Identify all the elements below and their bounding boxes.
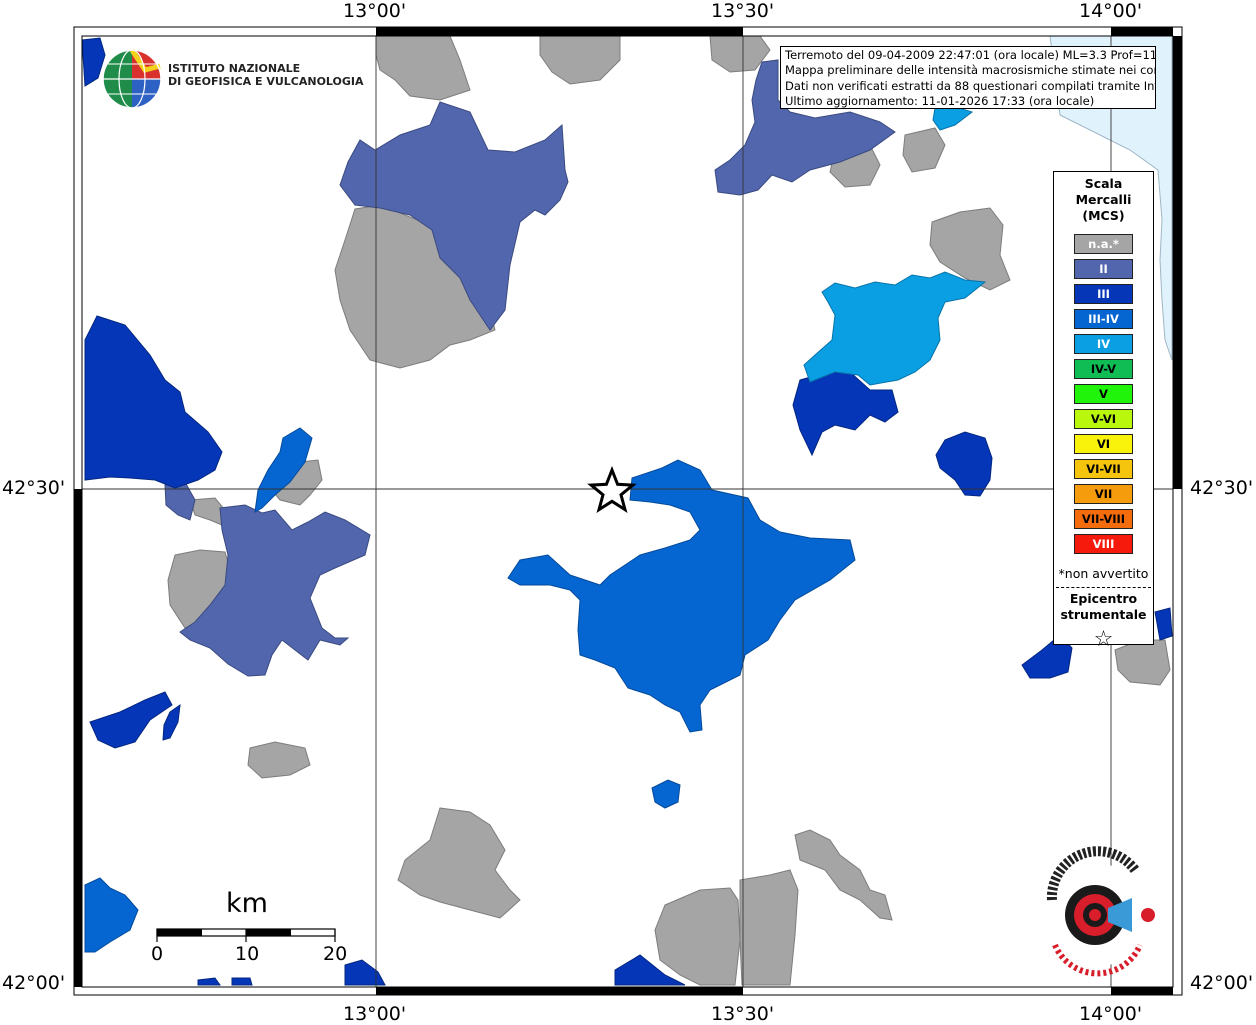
ingv-line-2: DI GEOFISICA E VULCANOLOGIA (168, 75, 364, 88)
legend-item-v-vi: V-VI (1074, 409, 1133, 429)
municipalities-intensity-III-IV (84, 427, 856, 953)
lon-tick-bottom-3: 14°00' (1079, 1003, 1143, 1025)
lon-tick-bottom-1: 13°00' (343, 1003, 407, 1025)
mcs-legend: Scala Mercalli (MCS) n.a.* II III III-IV IV I… (1053, 171, 1154, 652)
earthquake-info-box: Terremoto del 09-04-2009 22:47:01 (ora l… (780, 46, 1156, 109)
legend-title: Scala Mercalli (MCS) (1054, 176, 1153, 224)
hsit-logo-icon (1043, 846, 1155, 977)
lon-tick-top-3: 14°00' (1079, 0, 1143, 22)
lon-tick-top-2: 13°30' (711, 0, 775, 22)
legend-item-iii: III (1074, 284, 1133, 304)
legend-star-icon: ☆ (1093, 627, 1114, 652)
legend-epicenter-label: Epicentro strumentale (1054, 591, 1153, 623)
info-line-4: Ultimo aggiornamento: 11-01-2026 17:33 (… (785, 94, 1095, 109)
info-line-3: Dati non verificati estratti da 88 quest… (785, 78, 1156, 93)
legend-epicenter-line-2: strumentale (1060, 607, 1147, 622)
legend-item-viii: VIII (1074, 534, 1133, 554)
lon-tick-bottom-2: 13°30' (711, 1003, 775, 1025)
legend-item-iv: IV (1074, 334, 1133, 354)
scale-bar (156, 928, 336, 942)
info-line-2: Mappa preliminare delle intensità macros… (785, 63, 1156, 78)
scale-label-20: 20 (323, 943, 348, 965)
ingv-logo-text: ISTITUTO NAZIONALE DI GEOFISICA E VULCAN… (168, 62, 364, 88)
legend-items: n.a.* II III III-IV IV IV-V V V-VI VI VI-VII VII VI… (1054, 234, 1153, 554)
sea-area (1049, 35, 1173, 361)
ingv-line-1: ISTITUTO NAZIONALE (168, 62, 301, 75)
municipalities-intensity-II (164, 59, 896, 677)
lat-tick-right-2: 42°00' (1190, 972, 1254, 994)
lon-tick-top-1: 13°00' (343, 0, 407, 22)
legend-item-vii: VII (1074, 484, 1133, 504)
scale-label-10: 10 (235, 943, 260, 965)
legend-epicenter-line-1: Epicentro (1069, 591, 1138, 606)
legend-title-line-1: Scala (1084, 176, 1123, 191)
legend-item-iii-iv: III-IV (1074, 309, 1133, 329)
legend-note: *non avvertito (1058, 566, 1149, 581)
legend-item-ii: II (1074, 259, 1133, 279)
ingv-logo-icon (102, 48, 162, 109)
scale-unit-label: km (226, 888, 268, 919)
scale-label-0: 0 (151, 943, 164, 965)
municipalities-intensity-III (81, 37, 1173, 986)
lat-tick-left-2: 42°00' (2, 972, 66, 994)
legend-title-line-3: (MCS) (1082, 208, 1125, 223)
legend-item-vi: VI (1074, 434, 1133, 454)
lat-tick-left-1: 42°30' (2, 477, 66, 499)
legend-item-vii-viii: VII-VIII (1074, 509, 1133, 529)
legend-separator (1056, 587, 1151, 588)
legend-item-n-a-: n.a.* (1074, 234, 1133, 254)
info-line-1: Terremoto del 09-04-2009 22:47:01 (ora l… (785, 48, 1156, 62)
legend-item-iv-v: IV-V (1074, 359, 1133, 379)
lat-tick-right-1: 42°30' (1190, 477, 1254, 499)
legend-item-v: V (1074, 384, 1133, 404)
legend-item-vi-vii: VI-VII (1074, 459, 1133, 479)
map-frame (73, 26, 1183, 996)
epicenter-star[interactable] (587, 465, 637, 513)
municipalities-na (167, 35, 1171, 986)
legend-title-line-2: Mercalli (1075, 192, 1132, 207)
